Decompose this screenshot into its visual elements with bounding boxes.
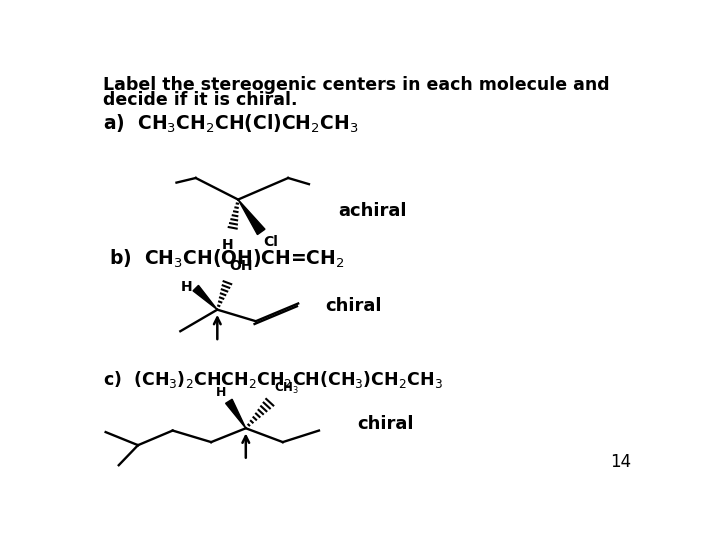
Text: 14: 14 [610,453,631,470]
Polygon shape [225,399,246,428]
Text: chiral: chiral [357,415,414,434]
Text: H: H [181,280,193,294]
Text: c)  (CH$_3$)$_2$CHCH$_2$CH$_2$CH(CH$_3$)CH$_2$CH$_3$: c) (CH$_3$)$_2$CHCH$_2$CH$_2$CH(CH$_3$)C… [104,369,444,390]
Text: Label the stereogenic centers in each molecule and: Label the stereogenic centers in each mo… [104,76,610,94]
Text: H: H [215,386,226,399]
Text: chiral: chiral [325,297,382,315]
Text: OH: OH [230,260,253,273]
Text: achiral: achiral [338,202,407,220]
Text: a)  CH$_3$CH$_2$CH(Cl)CH$_2$CH$_3$: a) CH$_3$CH$_2$CH(Cl)CH$_2$CH$_3$ [104,112,359,135]
Text: decide if it is chiral.: decide if it is chiral. [104,91,298,109]
Text: CH$_3$: CH$_3$ [274,381,300,396]
Polygon shape [193,285,217,309]
Text: b)  CH$_3$CH(OH)CH=CH$_2$: b) CH$_3$CH(OH)CH=CH$_2$ [109,247,344,269]
Text: H: H [222,238,233,252]
Text: Cl: Cl [264,235,279,249]
Polygon shape [238,200,265,234]
